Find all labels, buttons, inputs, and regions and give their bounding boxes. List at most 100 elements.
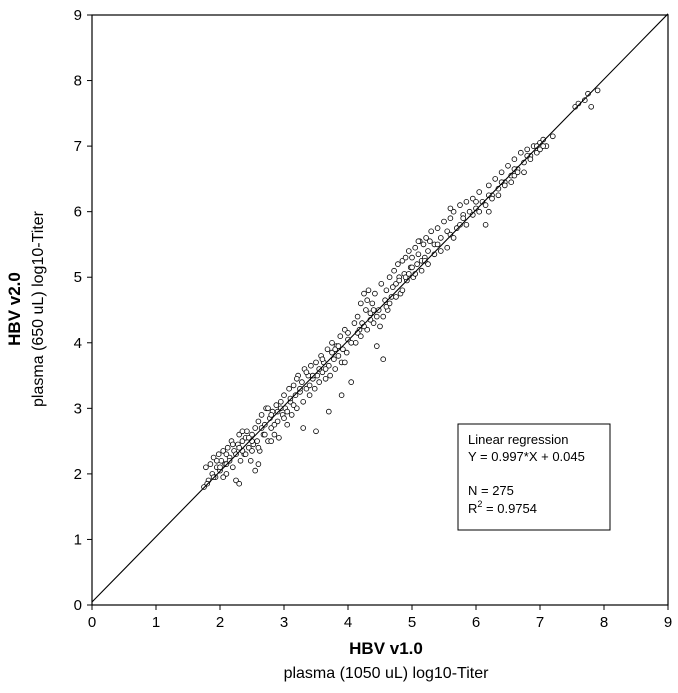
- data-point: [386, 274, 393, 281]
- data-point: [284, 421, 291, 428]
- data-point: [405, 248, 412, 254]
- data-point: [383, 303, 390, 310]
- data-point: [268, 425, 275, 431]
- data-point: [319, 356, 326, 363]
- data-point: [215, 451, 222, 458]
- data-point: [268, 438, 275, 444]
- data-point: [203, 464, 209, 471]
- data-point: [311, 385, 318, 392]
- data-point: [329, 349, 335, 356]
- data-point: [492, 176, 499, 182]
- data-point: [409, 254, 415, 261]
- data-point: [300, 398, 307, 405]
- data-point: [434, 225, 441, 231]
- data-point: [370, 320, 377, 326]
- data-point: [322, 375, 329, 382]
- y-tick-label: 2: [74, 466, 82, 483]
- data-point: [415, 238, 422, 245]
- data-point: [261, 431, 268, 438]
- data-point: [399, 257, 406, 264]
- data-point: [247, 457, 254, 464]
- x-axis-ticks: 0 1 2 3 4 5 6 7 8 9: [88, 605, 672, 631]
- data-point: [444, 228, 451, 235]
- data-point: [297, 385, 303, 392]
- data-point: [377, 323, 383, 330]
- data-point: [594, 87, 601, 94]
- data-point: [386, 300, 393, 307]
- x-tick-label: 1: [152, 614, 160, 631]
- x-tick-label: 8: [600, 614, 608, 631]
- data-point: [409, 264, 415, 271]
- data-point: [489, 195, 495, 202]
- data-point: [473, 205, 479, 212]
- data-point: [364, 326, 371, 333]
- data-point: [415, 251, 422, 258]
- data-point: [271, 421, 278, 428]
- data-point: [357, 333, 364, 340]
- x-tick-label: 3: [280, 614, 288, 631]
- data-point: [479, 199, 486, 205]
- data-point: [463, 222, 470, 228]
- data-point: [501, 182, 508, 189]
- data-point: [391, 267, 397, 274]
- data-point: [473, 199, 479, 205]
- y-axis-title: HBV v2.0: [5, 272, 24, 346]
- data-point: [287, 395, 294, 402]
- data-point: [351, 320, 358, 326]
- data-point: [343, 349, 350, 356]
- data-point: [271, 431, 278, 438]
- data-point: [325, 408, 332, 415]
- data-point: [303, 385, 310, 392]
- y-tick-label: 8: [74, 73, 82, 90]
- data-point: [345, 336, 351, 343]
- data-point: [230, 441, 236, 448]
- data-point: [380, 313, 387, 320]
- y-tick-label: 7: [74, 138, 82, 155]
- data-point: [300, 425, 307, 431]
- x-tick-label: 5: [408, 614, 416, 631]
- data-point: [230, 464, 236, 471]
- data-point: [420, 241, 427, 248]
- data-point: [396, 277, 403, 284]
- data-point: [252, 467, 259, 474]
- data-point: [286, 385, 292, 392]
- annotation-title: Linear regression: [468, 432, 568, 447]
- data-point: [466, 208, 473, 215]
- data-point: [428, 228, 435, 235]
- data-point: [453, 225, 460, 231]
- data-point: [370, 307, 377, 313]
- data-point: [450, 208, 457, 215]
- data-point: [508, 179, 515, 186]
- data-point: [293, 405, 300, 412]
- data-point: [495, 192, 502, 199]
- data-point: [258, 412, 265, 418]
- annotation-r2-prefix: R: [468, 501, 477, 516]
- data-point: [252, 425, 259, 431]
- data-point: [482, 222, 489, 228]
- data-points: [201, 87, 601, 490]
- data-point: [450, 235, 457, 241]
- data-point: [457, 222, 463, 228]
- annotation-box: Linear regression Y = 0.997*X + 0.045 N …: [457, 423, 611, 531]
- data-point: [340, 346, 346, 353]
- data-point: [393, 294, 399, 300]
- data-point: [258, 425, 265, 431]
- data-point: [434, 241, 441, 248]
- data-point: [369, 300, 376, 307]
- y-tick-label: 9: [74, 7, 82, 24]
- data-point: [393, 280, 399, 287]
- regression-line-group: [91, 13, 669, 603]
- x-axis-title: HBV v1.0: [349, 639, 423, 658]
- data-point: [246, 444, 252, 451]
- data-point: [223, 471, 230, 477]
- data-point: [437, 248, 444, 254]
- data-point: [217, 464, 223, 471]
- data-point: [249, 431, 255, 438]
- data-point: [383, 287, 390, 294]
- data-point: [332, 366, 339, 372]
- data-point: [288, 412, 295, 418]
- data-point: [220, 474, 227, 481]
- data-point: [210, 454, 217, 461]
- data-point: [412, 244, 419, 251]
- data-point: [505, 163, 511, 169]
